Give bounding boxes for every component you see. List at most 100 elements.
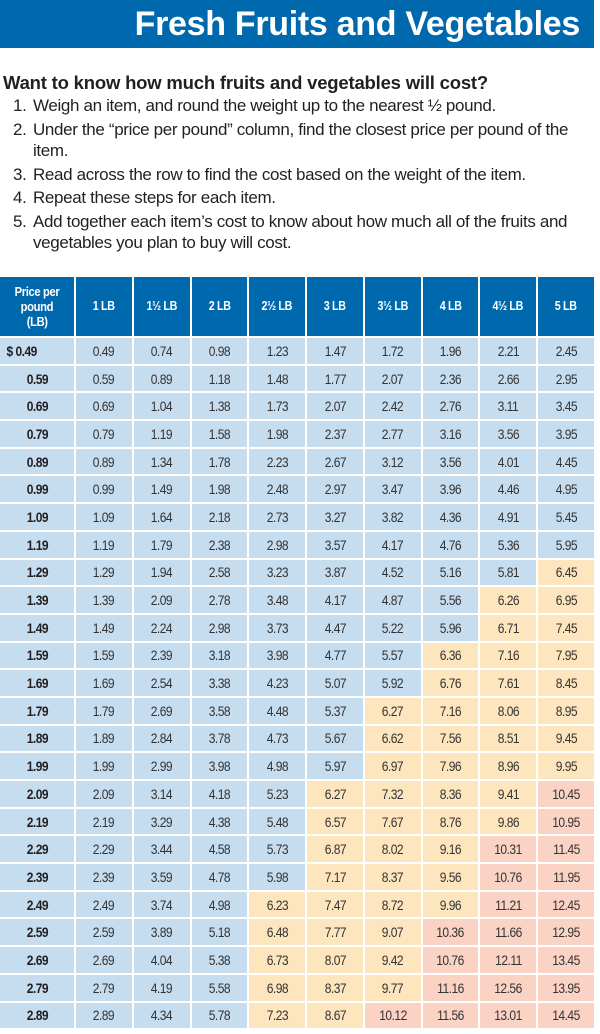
cost-cell: 6.76 [422, 670, 479, 696]
price-per-pound-cell: 1.29 [0, 559, 74, 586]
cost-cell: 1.34 [133, 448, 190, 475]
cost-cell: 4.52 [364, 559, 421, 586]
cost-cell: 3.78 [191, 725, 248, 752]
cost-cell: 11.45 [538, 836, 594, 863]
cost-cell: 1.19 [133, 421, 190, 447]
cost-cell: 12.95 [538, 919, 594, 946]
cost-cell: 2.95 [538, 365, 594, 392]
cost-cell: 1.48 [249, 365, 306, 392]
cost-cell: 11.16 [422, 974, 479, 1001]
cost-cell: 3.44 [133, 836, 190, 863]
cost-cell: 1.64 [133, 504, 190, 530]
cost-cell: 1.99 [75, 753, 132, 779]
cost-cell: 5.16 [422, 559, 479, 586]
price-per-pound-cell: 1.79 [0, 697, 74, 724]
cost-cell: 9.42 [364, 947, 421, 973]
header-line: (LB) [26, 314, 48, 329]
price-per-pound-cell: 1.99 [0, 753, 74, 779]
cost-cell: 1.58 [191, 421, 248, 447]
cost-cell: 0.49 [75, 338, 132, 364]
price-per-pound-cell: 2.19 [0, 808, 74, 835]
cost-cell: 3.38 [191, 670, 248, 696]
cost-cell: 2.98 [249, 531, 306, 558]
cost-cell: 8.37 [364, 864, 421, 890]
header-label: 5 LB [555, 299, 578, 313]
column-header-weight: 3 LB [307, 277, 363, 336]
cost-cell: 8.72 [364, 891, 421, 918]
cost-cell: 5.78 [191, 1002, 248, 1029]
cost-cell: 1.72 [364, 338, 421, 364]
cost-cell: 13.01 [480, 1002, 537, 1029]
cost-cell: 4.23 [249, 670, 306, 696]
cost-cell: 6.95 [538, 587, 594, 613]
cost-cell: 13.95 [538, 974, 594, 1001]
step-text: Repeat these steps for each item. [33, 188, 276, 207]
cost-cell: 3.47 [364, 476, 421, 503]
cost-cell: 11.21 [480, 891, 537, 918]
cost-cell: 2.09 [75, 781, 132, 807]
price-per-pound-cell: 1.89 [0, 725, 74, 752]
cost-cell: 5.98 [249, 864, 306, 890]
cost-cell: 1.23 [249, 338, 306, 364]
cost-cell: 9.96 [422, 891, 479, 918]
cost-cell: 2.69 [75, 947, 132, 973]
cost-cell: 1.94 [133, 559, 190, 586]
cost-cell: 1.96 [422, 338, 479, 364]
cost-cell: 7.47 [307, 891, 363, 918]
cost-cell: 10.12 [364, 1002, 421, 1029]
cost-cell: 2.37 [307, 421, 363, 447]
cost-cell: 4.98 [191, 891, 248, 918]
cost-cell: 5.48 [249, 808, 306, 835]
cost-cell: 7.96 [422, 753, 479, 779]
cost-cell: 5.73 [249, 836, 306, 863]
table-row: 2.69 2.69 4.04 5.38 6.73 8.07 9.42 10.76 12.11 13… [0, 947, 594, 973]
cost-cell: 1.89 [75, 725, 132, 752]
table-row: 0.69 0.69 1.04 1.38 1.73 2.07 2.42 2.76 3.11 3.45 [0, 393, 594, 420]
cost-cell: 5.07 [307, 670, 363, 696]
column-header-weight: 2½ LB [249, 277, 306, 336]
table-row: 1.69 1.69 2.54 3.38 4.23 5.07 5.92 6.76 7.61 8.45 [0, 670, 594, 696]
cost-cell: 1.73 [249, 393, 306, 420]
cost-cell: 4.17 [364, 531, 421, 558]
cost-cell: 9.77 [364, 974, 421, 1001]
cost-cell: 4.58 [191, 836, 248, 863]
cost-cell: 4.98 [249, 753, 306, 779]
cost-cell: 8.96 [480, 753, 537, 779]
cost-cell: 4.45 [538, 448, 594, 475]
table-row: 2.89 2.89 4.34 5.78 7.23 8.67 10.12 11.56 13.01 1… [0, 1002, 594, 1029]
cost-cell: 3.98 [191, 753, 248, 779]
cost-cell: 3.12 [364, 448, 421, 475]
table-row: 1.29 1.29 1.94 2.58 3.23 3.87 4.52 5.16 5.81 6.45 [0, 559, 594, 586]
cost-cell: 4.78 [191, 864, 248, 890]
cost-cell: 6.48 [249, 919, 306, 946]
cost-cell: 0.89 [75, 448, 132, 475]
cost-cell: 4.34 [133, 1002, 190, 1029]
cost-cell: 0.74 [133, 338, 190, 364]
cost-cell: 5.58 [191, 974, 248, 1001]
cost-cell: 2.23 [249, 448, 306, 475]
cost-cell: 2.39 [75, 864, 132, 890]
cost-cell: 1.04 [133, 393, 190, 420]
cost-cell: 7.61 [480, 670, 537, 696]
cost-cell: 2.76 [422, 393, 479, 420]
price-per-pound-cell: 0.99 [0, 476, 74, 503]
price-per-pound-cell: $ 0.49 [0, 338, 74, 364]
cost-cell: 6.71 [480, 614, 537, 641]
cost-cell: 2.78 [191, 587, 248, 613]
price-per-pound-cell: 1.19 [0, 531, 74, 558]
price-per-pound-cell: 2.89 [0, 1002, 74, 1029]
cost-cell: 3.56 [422, 448, 479, 475]
cost-cell: 8.45 [538, 670, 594, 696]
cost-cell: 9.16 [422, 836, 479, 863]
cost-cell: 5.96 [422, 614, 479, 641]
cost-cell: 3.16 [422, 421, 479, 447]
cost-cell: 5.23 [249, 781, 306, 807]
cost-cell: 6.62 [364, 725, 421, 752]
cost-cell: 6.26 [480, 587, 537, 613]
instructions-heading: Want to know how much fruits and vegetab… [3, 72, 488, 93]
cost-cell: 9.86 [480, 808, 537, 835]
cost-cell: 7.16 [422, 697, 479, 724]
cost-cell: 1.47 [307, 338, 363, 364]
cost-cell: 10.45 [538, 781, 594, 807]
cost-cell: 2.58 [191, 559, 248, 586]
